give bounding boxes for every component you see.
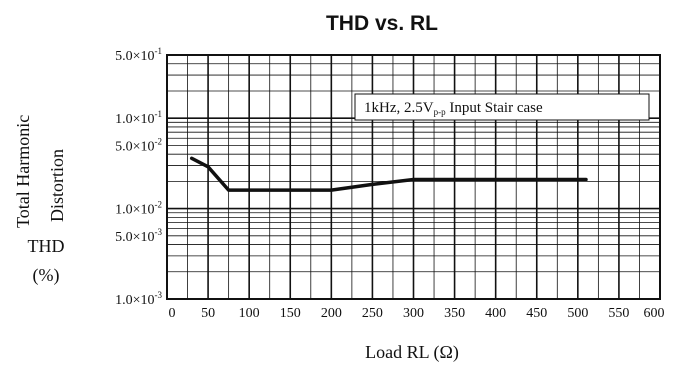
y-tick-label: 5.0×10-3 bbox=[115, 227, 162, 245]
x-tick-label: 350 bbox=[444, 306, 465, 321]
annotation-subscript: p-p bbox=[434, 107, 446, 117]
x-tick-label: 450 bbox=[526, 306, 547, 321]
x-tick-label: 600 bbox=[644, 306, 665, 321]
x-tick-label: 300 bbox=[403, 306, 424, 321]
x-tick-label: 550 bbox=[608, 306, 629, 321]
x-tick-label: 200 bbox=[321, 306, 342, 321]
x-tick-label: 150 bbox=[280, 306, 301, 321]
x-tick-label: 50 bbox=[201, 306, 215, 321]
x-tick-label: 0 bbox=[169, 306, 176, 321]
y-tick-label: 1.0×10-3 bbox=[115, 290, 162, 308]
series-line bbox=[192, 158, 586, 190]
y-tick-label: 5.0×10-2 bbox=[115, 136, 162, 154]
x-tick-label: 500 bbox=[567, 306, 588, 321]
y-tick-label: 1.0×10-1 bbox=[115, 109, 162, 127]
y-tick-labels: 5.0×10-1 1.0×10-1 5.0×10-2 1.0×10-2 5.0×10-3… bbox=[115, 46, 162, 308]
y-axis-label-line-2: Distortion bbox=[47, 149, 67, 222]
x-tick-label: 100 bbox=[239, 306, 260, 321]
x-tick-label: 400 bbox=[485, 306, 506, 321]
annotation-rest: Input Stair case bbox=[446, 100, 543, 116]
annotation-text: 1kHz, 2.5V bbox=[364, 100, 434, 116]
chart-title: THD vs. RL bbox=[326, 12, 438, 35]
series-points bbox=[192, 158, 587, 190]
grid bbox=[167, 55, 660, 299]
svg-text:1kHz, 2.5Vp-p Input Stair case: 1kHz, 2.5Vp-p Input Stair case bbox=[364, 100, 543, 117]
y-tick-label: 1.0×10-2 bbox=[115, 200, 162, 218]
y-tick-label: 5.0×10-1 bbox=[115, 46, 162, 64]
annotation-box: 1kHz, 2.5Vp-p Input Stair case bbox=[355, 94, 649, 120]
y-axis-label-line-3: THD bbox=[28, 236, 65, 256]
x-axis-label: Load RL (Ω) bbox=[365, 342, 459, 363]
y-axis-label-line-4: (%) bbox=[33, 265, 60, 286]
x-tick-labels: 0 50 100 150 200 250 300 350 400 450 500 550 600 bbox=[169, 306, 665, 321]
y-axis-label-line-1: Total Harmonic bbox=[13, 115, 33, 228]
x-tick-label: 250 bbox=[362, 306, 383, 321]
